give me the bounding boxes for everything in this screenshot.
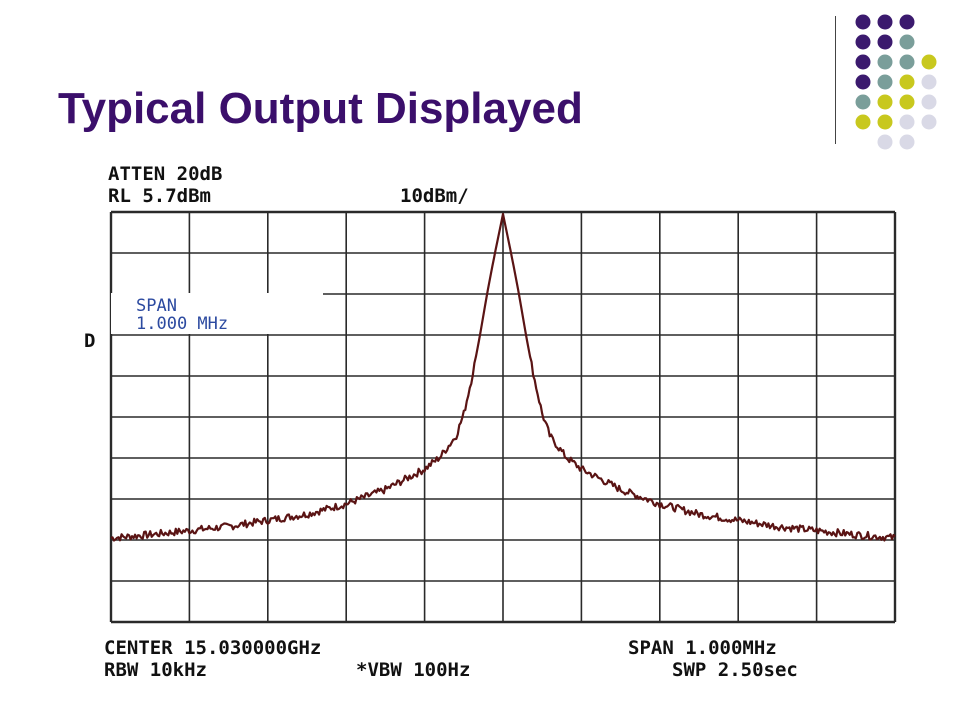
rbw-readout: RBW 10kHz	[104, 659, 207, 681]
span-box-value: 1.000 MHz	[136, 314, 228, 334]
decorative-dot	[899, 34, 915, 50]
decorative-dot	[877, 54, 893, 70]
decorative-dot	[921, 114, 937, 130]
decorative-dot	[877, 134, 893, 150]
span-readout: SPAN 1.000MHz	[628, 637, 777, 659]
slide-title: Typical Output Displayed	[58, 84, 583, 133]
spectrum-trace	[110, 212, 896, 542]
decorative-dot-grid	[855, 14, 937, 150]
decorative-dot	[899, 14, 915, 30]
ref-level-readout: RL 5.7dBm	[108, 185, 211, 207]
decorative-dot	[855, 34, 871, 50]
decorative-dot	[855, 14, 871, 30]
decorative-dot	[877, 114, 893, 130]
decorative-dot	[855, 74, 871, 90]
decorative-dot	[899, 54, 915, 70]
decorative-dot	[921, 74, 937, 90]
decorative-dot	[921, 54, 937, 70]
decorative-divider	[835, 16, 836, 144]
decorative-dot	[899, 94, 915, 110]
scale-readout: 10dBm/	[400, 185, 469, 207]
center-frequency-readout: CENTER 15.030000GHz	[104, 637, 321, 659]
decorative-dot	[855, 114, 871, 130]
marker-d-label: D	[84, 330, 95, 352]
decorative-dot	[855, 94, 871, 110]
decorative-dot	[877, 34, 893, 50]
decorative-dot	[877, 14, 893, 30]
graticule	[109, 210, 897, 624]
span-box-frame	[111, 293, 323, 334]
decorative-dot	[855, 54, 871, 70]
decorative-dot	[921, 94, 937, 110]
span-box: SPAN 1.000 MHz	[111, 293, 323, 334]
sweep-time-readout: SWP 2.50sec	[672, 659, 798, 681]
spectrum-analyzer-display: ATTEN 20dB RL 5.7dBm 10dBm/ D CENTER 15.…	[84, 163, 897, 681]
decorative-dot	[877, 74, 893, 90]
decorative-dot	[899, 134, 915, 150]
atten-readout: ATTEN 20dB	[108, 163, 222, 185]
decorative-dot	[877, 94, 893, 110]
decorative-dot	[899, 74, 915, 90]
vbw-readout: *VBW 100Hz	[356, 659, 470, 681]
span-box-label: SPAN	[136, 296, 177, 316]
decorative-dot	[899, 114, 915, 130]
